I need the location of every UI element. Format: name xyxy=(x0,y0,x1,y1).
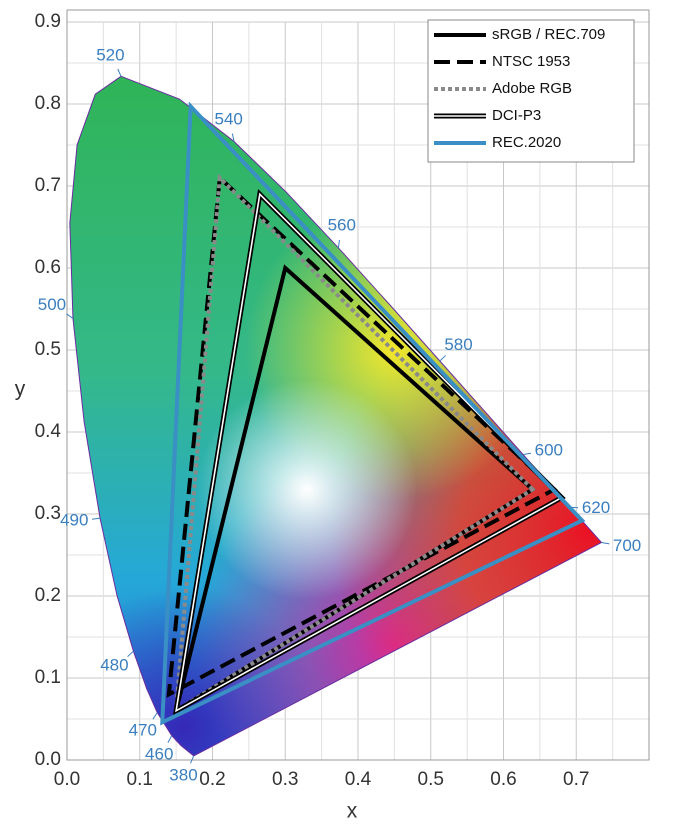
y-tick-label: 0.1 xyxy=(35,667,61,688)
wavelength-label: 700 xyxy=(613,536,641,555)
wavelength-tick xyxy=(66,313,74,319)
x-tick-label: 0.0 xyxy=(54,769,80,790)
wavelength-label: 560 xyxy=(328,216,356,235)
wavelength-label: 620 xyxy=(582,498,610,517)
x-tick-label: 0.1 xyxy=(127,769,153,790)
y-tick-label: 0.5 xyxy=(35,339,61,360)
y-axis-label: y xyxy=(15,378,26,401)
plot-frame xyxy=(66,9,650,761)
wavelength-label: 470 xyxy=(129,720,157,739)
wavelength-tick xyxy=(337,239,340,248)
color-blend xyxy=(197,379,418,600)
wavelength-tick xyxy=(167,735,173,743)
legend: sRGB / REC.709 NTSC 1953 Adobe RGB DCI-P3 RE… xyxy=(434,26,605,151)
wavelength-tick xyxy=(523,452,532,456)
x-tick-label: 0.6 xyxy=(490,769,516,790)
wavelength-label: 500 xyxy=(38,295,66,314)
legend-label: sRGB / REC.709 xyxy=(492,26,605,43)
double-line-inner xyxy=(175,192,564,713)
x-axis-label: x xyxy=(347,800,358,823)
legend-label: Adobe RGB xyxy=(492,80,572,97)
wavelength-label: 540 xyxy=(215,109,243,128)
y-tick-label: 0.6 xyxy=(35,257,61,278)
y-tick-label: 0.9 xyxy=(35,11,61,32)
x-tick-label: 0.7 xyxy=(563,769,589,790)
y-tick-label: 0.0 xyxy=(35,749,61,770)
wavelength-tick xyxy=(190,755,195,764)
y-tick-label: 0.7 xyxy=(35,175,61,196)
wavelength-tick xyxy=(601,541,610,545)
y-tick-label: 0.4 xyxy=(35,421,62,442)
wavelength-label: 460 xyxy=(145,744,173,763)
gamut-triangle xyxy=(166,173,558,698)
x-tick-label: 0.5 xyxy=(418,769,444,790)
legend-label: REC.2020 xyxy=(492,134,561,151)
legend-label: DCI-P3 xyxy=(492,107,541,124)
y-tick-label: 0.2 xyxy=(35,585,61,606)
wavelength-tick xyxy=(231,133,235,142)
legend-label: NTSC 1953 xyxy=(492,53,570,70)
wavelength-label: 580 xyxy=(444,335,472,354)
wavelength-tick xyxy=(92,517,101,520)
gamut-triangle xyxy=(160,101,586,726)
x-tick-label: 0.3 xyxy=(272,769,298,790)
wavelength-tick xyxy=(439,355,446,362)
wavelength-label: 520 xyxy=(96,46,124,65)
wavelength-label: 480 xyxy=(100,656,128,675)
x-tick-label: 0.2 xyxy=(199,769,225,790)
wavelength-tick xyxy=(127,650,134,658)
y-tick-label: 0.8 xyxy=(35,93,61,114)
spectral-locus xyxy=(69,75,603,757)
gamut-triangle xyxy=(173,173,536,715)
wavelength-label: 490 xyxy=(60,511,88,530)
x-tick-label: 0.4 xyxy=(345,769,372,790)
wavelength-tick xyxy=(152,712,158,720)
wavelength-label: 600 xyxy=(535,441,563,460)
y-tick-label: 0.3 xyxy=(35,503,61,524)
wavelength-label: 380 xyxy=(169,766,197,785)
wavelength-tick xyxy=(117,68,122,77)
